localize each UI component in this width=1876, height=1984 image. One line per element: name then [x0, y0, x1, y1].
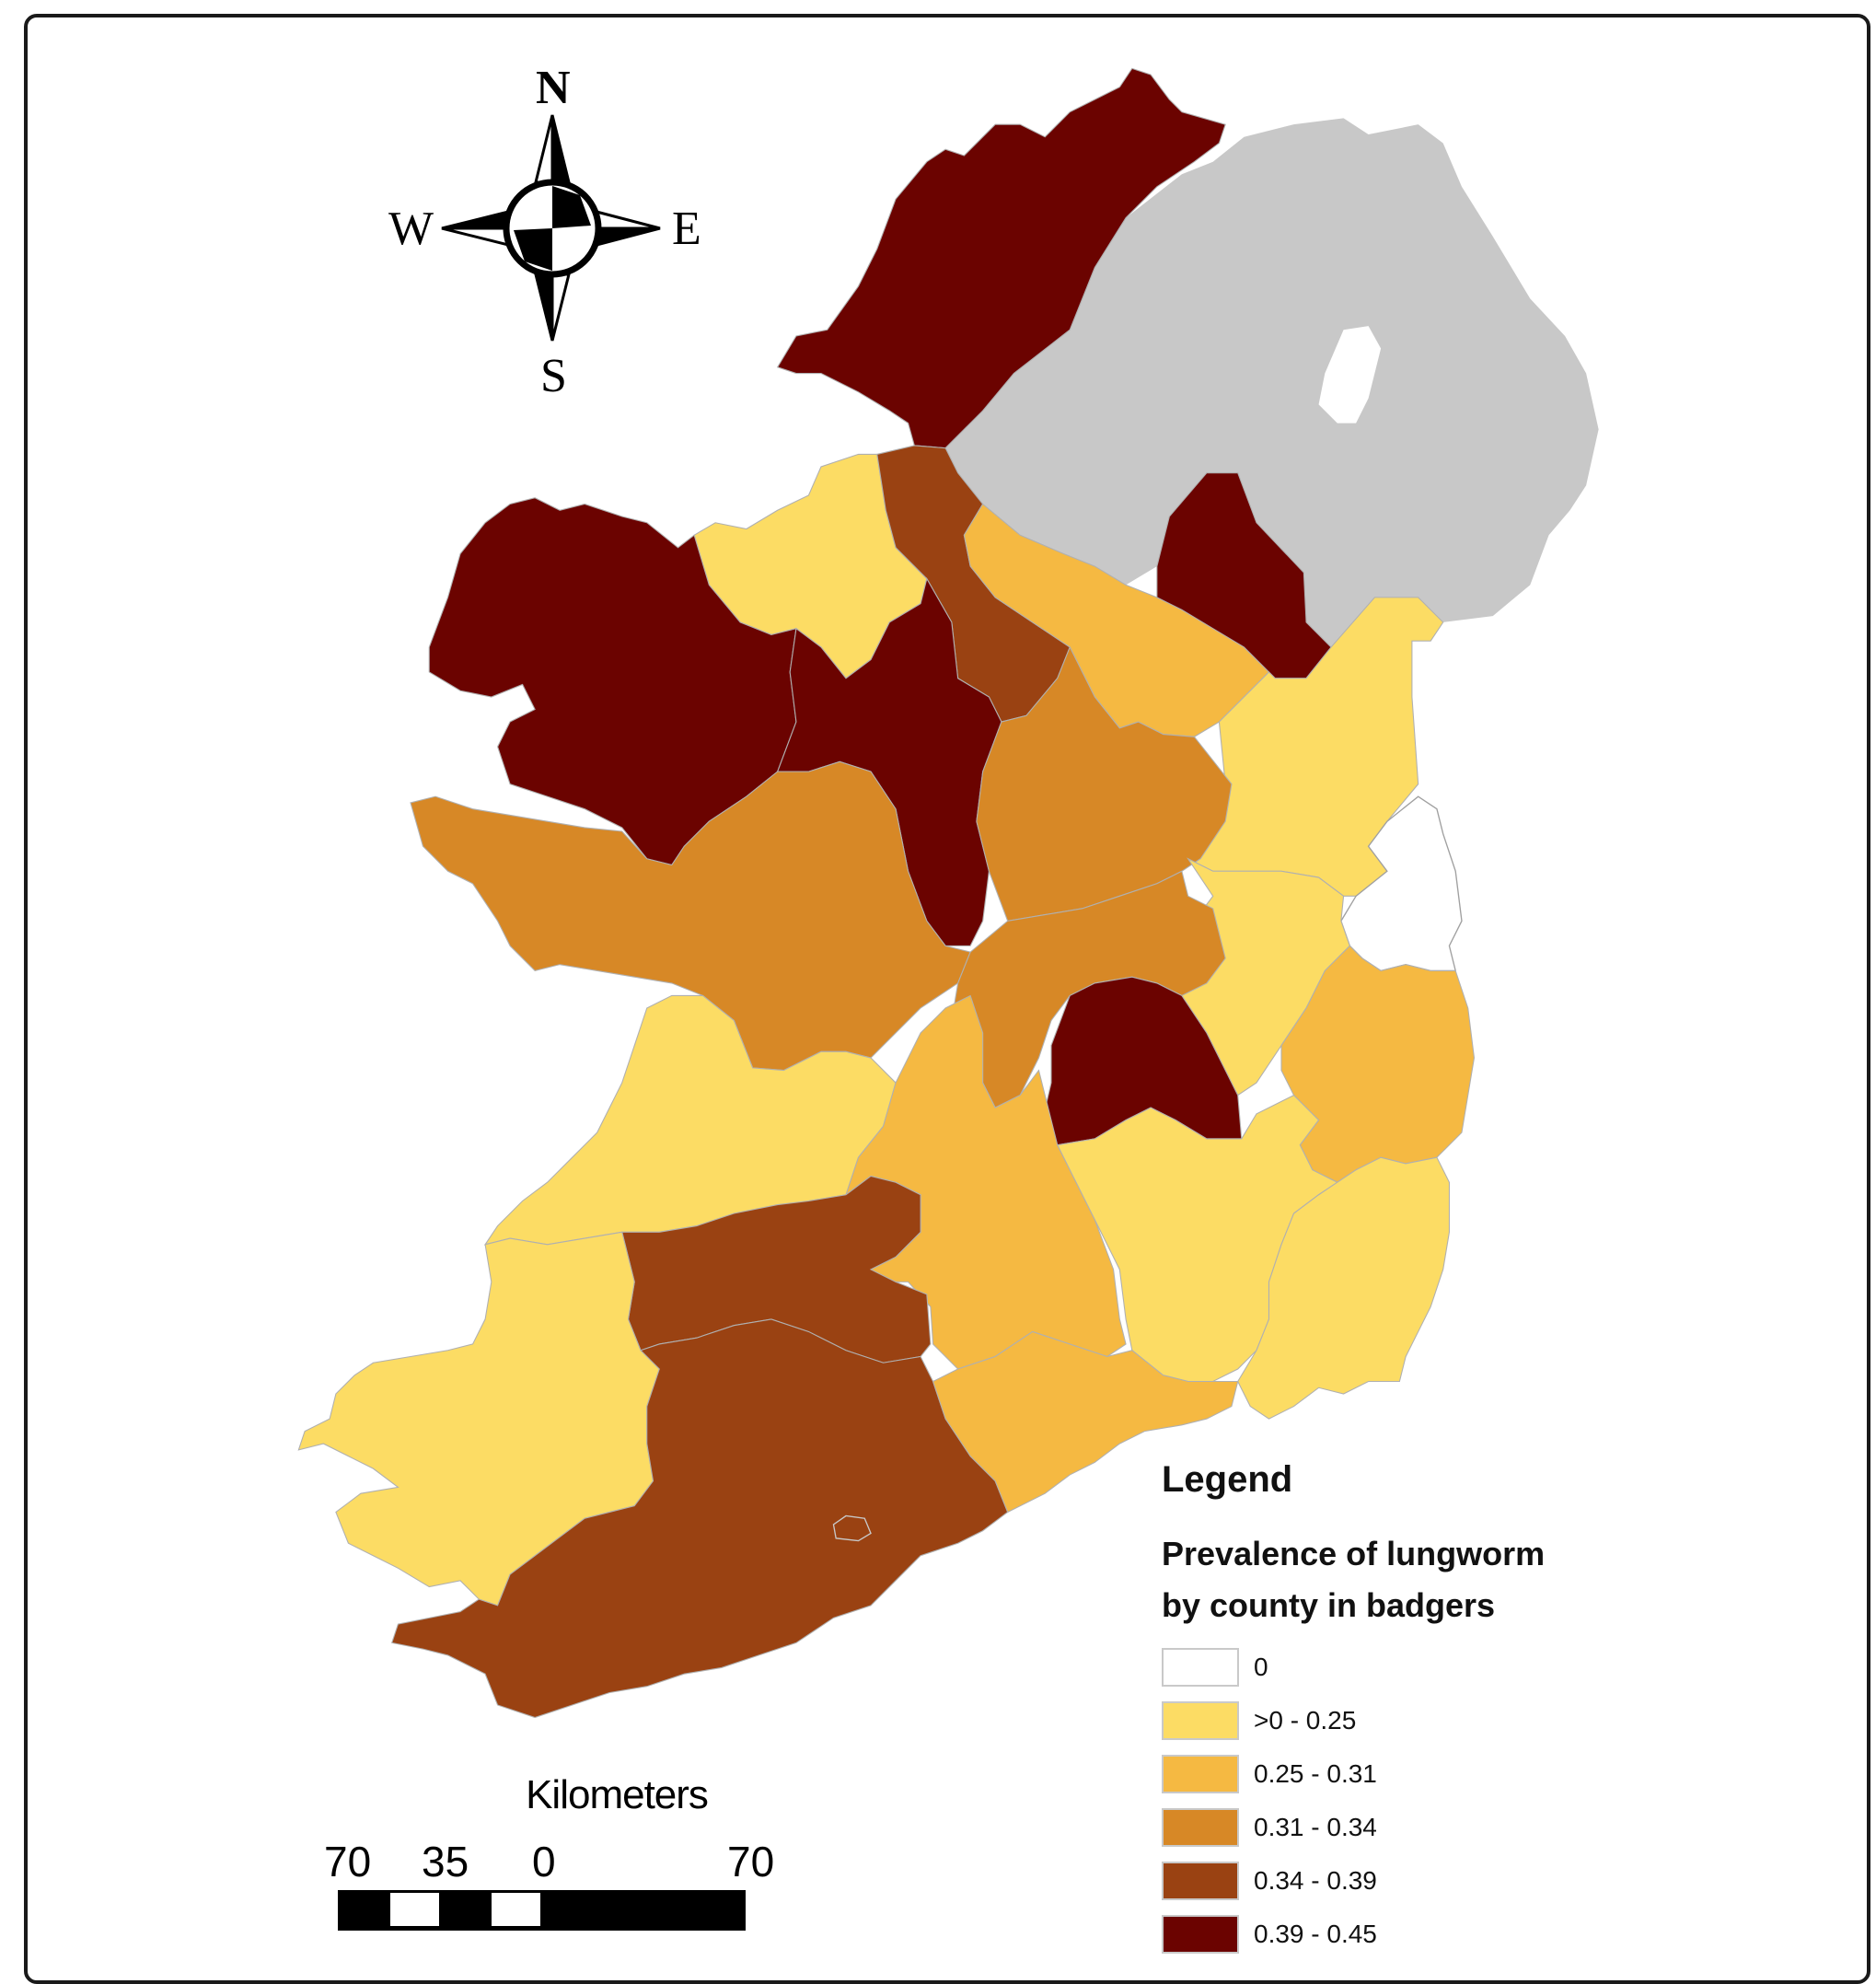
scale-tick-right: 70 [727, 1838, 775, 1885]
legend-subtitle-line1: Prevalence of lungworm [1162, 1535, 1546, 1572]
legend-label: 0.31 - 0.34 [1254, 1813, 1377, 1841]
region-northern-ireland [932, 118, 1599, 647]
county-cavan [963, 503, 1270, 737]
legend-swatch-3 [1162, 1808, 1239, 1847]
legend-title: Legend [1162, 1459, 1293, 1500]
scale-tick-left: 70 [324, 1838, 372, 1885]
legend-item: 0.31 - 0.34 [1162, 1801, 1677, 1854]
legend-label: 0.25 - 0.31 [1254, 1759, 1377, 1788]
scale-bar: Kilometers 70 35 0 70 [304, 1772, 930, 1947]
legend-label: 0.39 - 0.45 [1254, 1920, 1377, 1948]
legend-swatch-5 [1162, 1915, 1239, 1954]
county-wexford [1237, 1156, 1450, 1420]
county-donegal [776, 67, 1226, 449]
county-waterford [932, 1330, 1239, 1514]
compass-east-label: E [672, 203, 701, 255]
scale-bar-segment [390, 1893, 439, 1926]
legend-items: 0 >0 - 0.25 0.25 - 0.31 0.31 - 0.34 0.34… [1162, 1641, 1677, 1961]
legend-item: 0.25 - 0.31 [1162, 1747, 1677, 1801]
legend-label: >0 - 0.25 [1254, 1706, 1357, 1735]
legend-item: >0 - 0.25 [1162, 1694, 1677, 1747]
legend-label: 0 [1254, 1653, 1268, 1681]
legend-swatch-1 [1162, 1701, 1239, 1740]
legend-swatch-4 [1162, 1862, 1239, 1900]
legend-item: 0 [1162, 1641, 1677, 1694]
scale-bar-segment [492, 1893, 540, 1926]
compass-north-label: N [536, 62, 571, 114]
compass-south-label: S [540, 350, 567, 402]
county-cork [391, 1318, 1009, 1719]
legend-subtitle-line2: by county in badgers [1162, 1586, 1496, 1624]
legend: Legend Prevalence of lungworm by county … [1162, 1459, 1677, 1961]
scale-bar-graphic [338, 1890, 746, 1931]
scale-unit-label: Kilometers [526, 1772, 709, 1817]
scale-tick-35: 35 [422, 1838, 469, 1885]
county-longford-westmeath [976, 645, 1233, 922]
scale-tick-0: 0 [532, 1838, 556, 1885]
legend-swatch-0 [1162, 1648, 1239, 1687]
compass-icon [441, 114, 661, 342]
lough-neagh [1318, 326, 1382, 423]
cork-city-outline [832, 1514, 872, 1542]
legend-item: 0.39 - 0.45 [1162, 1908, 1677, 1961]
compass-rose: N S W E [368, 46, 736, 405]
legend-label: 0.34 - 0.39 [1254, 1866, 1377, 1895]
compass-west-label: W [388, 203, 434, 255]
legend-item: 0.34 - 0.39 [1162, 1854, 1677, 1908]
legend-swatch-2 [1162, 1755, 1239, 1793]
